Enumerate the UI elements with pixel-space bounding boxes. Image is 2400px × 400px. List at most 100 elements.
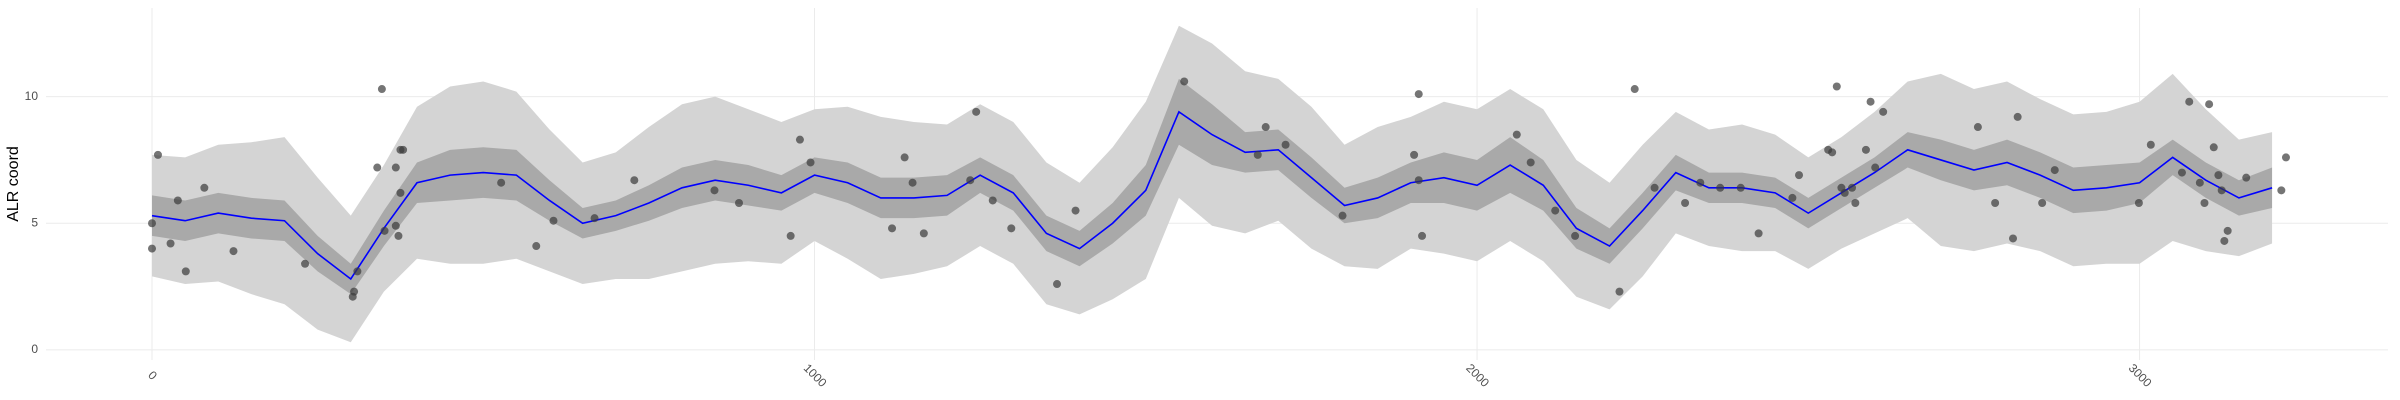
data-point [988,196,997,205]
data-point [394,231,403,240]
data-point [1053,280,1062,289]
data-point [1788,193,1797,202]
mean-line [151,110,2273,281]
data-point [2009,234,2018,243]
data-point [2214,171,2223,180]
data-point [1281,140,1290,149]
data-point [1071,206,1080,215]
data-point [1991,198,2000,207]
data-point [786,231,795,240]
data-point [2281,153,2290,162]
data-point [1832,82,1841,91]
data-point [391,221,400,230]
data-point [148,219,157,228]
data-point [2050,166,2059,175]
data-point [1851,198,1860,207]
data-point [173,196,182,205]
data-point [2277,186,2286,195]
data-point [2146,140,2155,149]
data-point [1007,224,1016,233]
data-point [2013,112,2022,121]
data-point [590,214,599,223]
data-point [2205,100,2214,109]
data-point [377,85,386,94]
data-point [2195,178,2204,187]
data-point [2200,198,2209,207]
data-point [1795,171,1804,180]
data-point [166,239,175,248]
data-point [148,244,157,253]
data-point [1650,183,1659,192]
data-point [1861,145,1870,154]
data-point [1879,107,1888,116]
y-axis-label: ALR coord [5,146,22,222]
data-point [532,242,541,251]
data-point [1871,163,1880,172]
data-point [734,198,743,207]
data-point [2220,236,2229,245]
data-point [350,287,359,296]
data-point [1681,198,1690,207]
data-point [1716,183,1725,192]
data-point [396,188,405,197]
data-point [497,178,506,187]
data-point [966,176,975,185]
data-point [181,267,190,276]
data-point [1615,287,1624,296]
data-point [1410,150,1419,159]
data-point [200,183,209,192]
data-point [1526,158,1535,167]
data-point [373,163,382,172]
data-point [153,150,162,159]
x-tick-label: 3000 [2126,361,2155,390]
data-point [888,224,897,233]
y-tick-label: 0 [31,342,38,356]
data-point [900,153,909,162]
data-point [1338,211,1347,220]
confidence-band [152,25,2273,343]
data-point [1840,188,1849,197]
data-point [1630,85,1639,94]
data-point [806,158,815,167]
data-point [1512,130,1521,139]
data-point [549,216,558,225]
data-point [1551,206,1560,215]
data-point [710,186,719,195]
data-point [2185,97,2194,106]
data-point [1571,231,1580,240]
data-point [2223,226,2232,235]
data-point [1828,148,1837,157]
x-tick-label: 0 [145,368,160,383]
data-point [1253,150,1262,159]
data-point [391,163,400,172]
data-point [2217,186,2226,195]
data-point [1866,97,1875,106]
data-point [908,178,917,187]
data-point [1414,90,1423,99]
data-point [301,259,310,268]
data-point [380,226,389,235]
y-tick-label: 5 [31,215,38,229]
y-tick-label: 10 [25,89,39,103]
data-point [630,176,639,185]
data-point [353,267,362,276]
data-point [1696,178,1705,187]
data-point [2038,198,2047,207]
data-point [1736,183,1745,192]
confidence-band [152,78,2273,295]
data-point [972,107,981,116]
data-point [2177,168,2186,177]
data-point [1180,77,1189,86]
data-point [1973,123,1982,132]
data-point [229,247,238,256]
data-point [1414,176,1423,185]
data-point [2242,173,2251,182]
x-tick-label: 1000 [801,361,830,390]
data-point [1261,123,1270,132]
data-point [1848,183,1857,192]
data-point [399,145,408,154]
data-point [2209,143,2218,152]
data-point [1418,231,1427,240]
x-tick-label: 2000 [1463,361,1492,390]
